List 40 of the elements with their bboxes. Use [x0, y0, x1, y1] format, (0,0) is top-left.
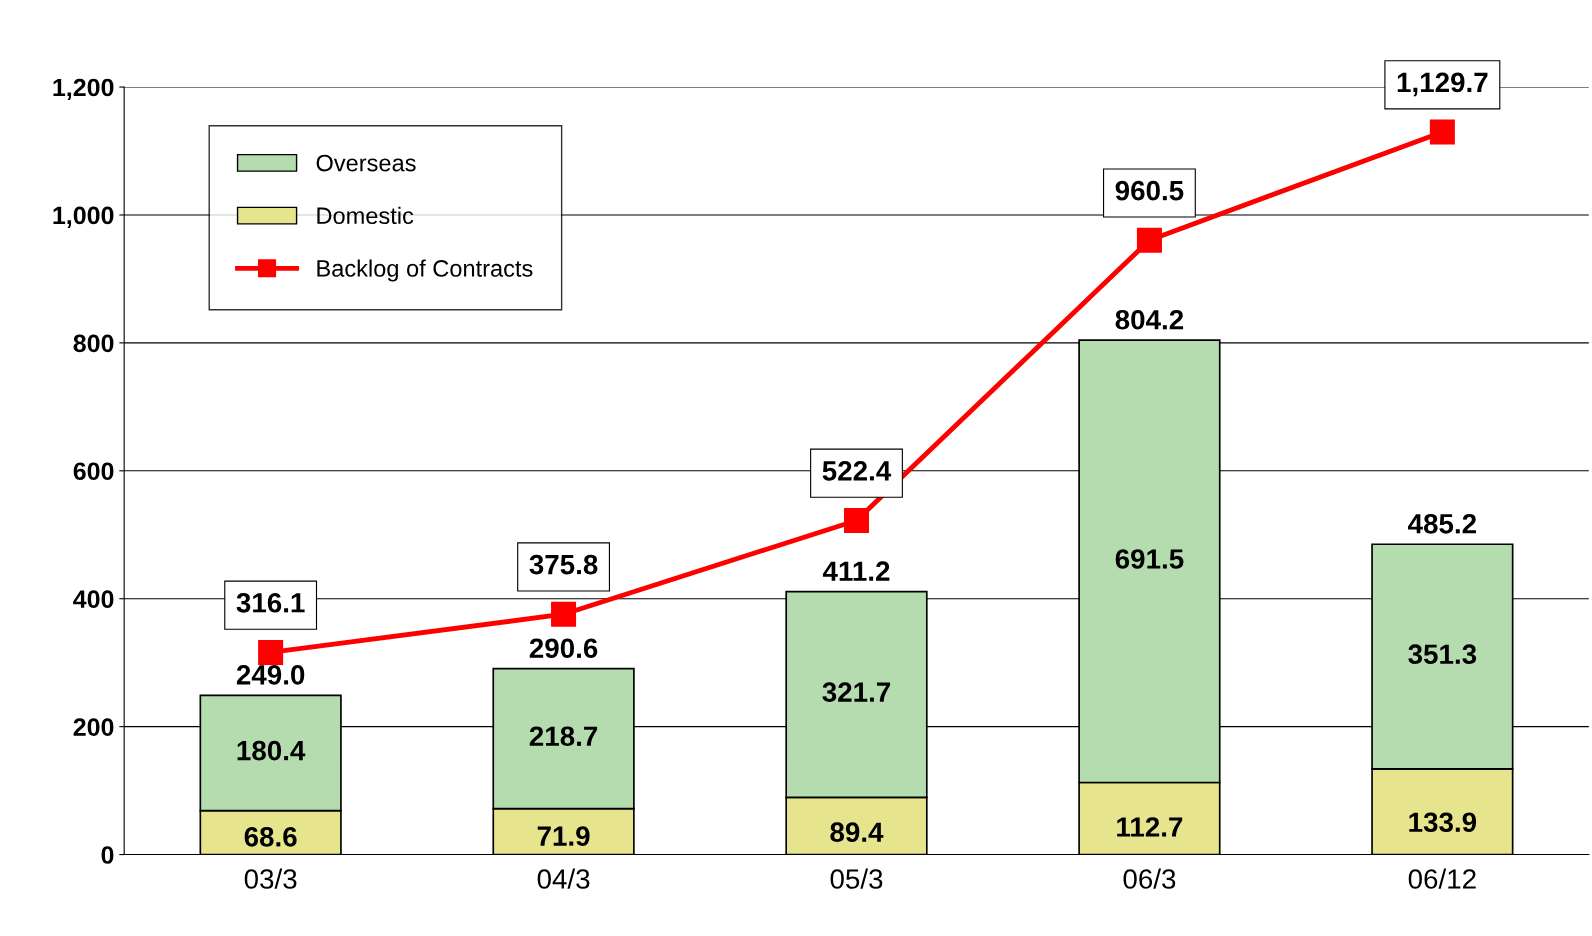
y-tick-label: 1,200: [53, 78, 114, 100]
data-label: 316.1: [236, 592, 305, 613]
x-tick-label: 05/3: [830, 868, 883, 889]
y-tick-label: 800: [73, 334, 114, 353]
point: [551, 601, 577, 627]
data-label: 112.7: [1117, 817, 1183, 837]
total-label: 249.0: [236, 665, 305, 685]
x-tick-label: 06/3: [1123, 868, 1176, 889]
x-tick-label: 04/3: [537, 868, 590, 889]
total-label: 485.2: [1408, 513, 1476, 534]
point: [1136, 227, 1162, 253]
data-label: 89.4: [830, 822, 884, 843]
y-tick-label: 1,000: [53, 206, 114, 228]
data-label: 68.6: [244, 827, 297, 847]
point: [258, 639, 284, 665]
data-label: 691.5: [1115, 549, 1184, 569]
data-label: 218.7: [529, 726, 598, 747]
y-tick-label: 200: [73, 718, 114, 736]
y-tick-label: 600: [73, 462, 114, 481]
legend-label: Overseas: [316, 154, 416, 172]
x-tick-label: 06/12: [1408, 868, 1476, 889]
total-label: 290.6: [529, 638, 598, 659]
point: [843, 507, 869, 533]
data-label: 133.9: [1409, 812, 1477, 833]
data-label: 71.9: [537, 826, 590, 846]
data-label: 522.4: [822, 461, 892, 481]
total-label: 411.2: [822, 561, 890, 581]
data-label: 960.5: [1115, 180, 1184, 201]
data-label: 375.8: [529, 554, 598, 575]
legend-label: Backlog of Contracts: [317, 259, 533, 282]
data-label: 180.4: [237, 740, 306, 761]
y-tick-label: 400: [73, 590, 114, 609]
legend-label: Domestic: [317, 206, 414, 225]
data-label: 321.7: [822, 682, 891, 702]
x-tick-label: 03/3: [244, 868, 297, 889]
total-label: 804.2: [1115, 309, 1184, 330]
y-tick-label: 0: [101, 846, 114, 864]
data-label: 351.3: [1408, 644, 1477, 665]
data-label: 1,129.7: [1397, 72, 1488, 97]
point: [1429, 119, 1455, 145]
